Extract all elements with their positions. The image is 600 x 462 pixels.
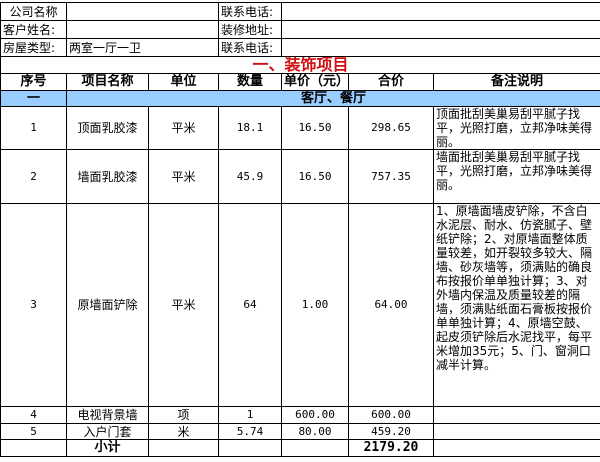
info-row-house: 房屋类型: 两室一厅一卫 联系电话:: [0, 38, 600, 57]
row-note: 1、原墙面墙皮铲除，不含白水泥层、耐水、仿瓷腻子、壁纸铲除；2、对原墙面整体质量…: [432, 203, 600, 407]
row-name: 入户门套: [66, 423, 149, 440]
header-qty: 数量: [218, 73, 282, 91]
row-qty: 1: [218, 406, 282, 424]
header-no: 序号: [0, 73, 67, 91]
row-unit: 平米: [148, 203, 219, 407]
table-row: 3 原墙面铲除 平米 64 1.00 64.00 1、原墙面墙皮铲除，不含白水泥层、耐水、仿…: [0, 203, 600, 407]
info-row-company: 公司名称 联系电话:: [0, 2, 600, 21]
section-title: 一、装饰项目: [0, 56, 600, 74]
row-qty: 18.1: [218, 106, 282, 150]
row-price: 16.50: [281, 106, 349, 150]
group-name: 客厅、餐厅: [65, 90, 600, 107]
row-note: [432, 406, 600, 424]
row-price: 600.00: [281, 406, 349, 424]
subtotal-row: 小计 2179.20: [0, 439, 600, 457]
header-price: 单价（元）: [281, 73, 349, 91]
customer-value[interactable]: [66, 20, 219, 39]
row-name: 原墙面铲除: [66, 203, 149, 407]
info-row-customer: 客户姓名: 装修地址:: [0, 20, 600, 39]
table-row: 2 墙面乳胶漆 平米 45.9 16.50 757.35 墙面批刮美巢易刮平腻子找平，光照打…: [0, 149, 600, 204]
row-unit: 项: [148, 406, 219, 424]
group-row: 一 客厅、餐厅: [0, 90, 600, 107]
group-no: 一: [0, 90, 67, 107]
row-price: 16.50: [281, 149, 349, 204]
row-no: 5: [0, 423, 67, 440]
row-price: 80.00: [281, 423, 349, 440]
row-no: 1: [0, 106, 67, 150]
row-total: 600.00: [348, 406, 434, 424]
company-value[interactable]: [66, 2, 219, 21]
phone2-label: 联系电话:: [218, 38, 282, 57]
row-unit: 平米: [148, 149, 219, 204]
row-qty: 5.74: [218, 423, 282, 440]
row-total: 64.00: [348, 203, 434, 407]
row-total: 298.65: [348, 106, 434, 150]
header-name: 项目名称: [66, 73, 149, 91]
subtotal-label: 小计: [66, 439, 149, 457]
customer-label: 客户姓名:: [0, 20, 67, 39]
row-price: 1.00: [281, 203, 349, 407]
row-total: 459.20: [348, 423, 434, 440]
table-row: 5 入户门套米 5.74 80.00 459.20: [0, 423, 600, 440]
row-no: 3: [0, 203, 67, 407]
house-label: 房屋类型:: [0, 38, 67, 57]
row-no: 2: [0, 149, 67, 204]
header-unit: 单位: [148, 73, 219, 91]
phone2-value[interactable]: [280, 38, 600, 57]
row-no: 4: [0, 406, 67, 424]
header-total: 合价: [348, 73, 434, 91]
phone1-value[interactable]: [280, 2, 600, 21]
subtotal-total: 2179.20: [348, 439, 434, 457]
address-label: 装修地址:: [218, 20, 282, 39]
row-note: 顶面批刮美巢易刮平腻子找平，光照打磨，立邦净味美得丽。: [432, 106, 600, 150]
row-unit: 平米: [148, 106, 219, 150]
row-unit: 米: [148, 423, 219, 440]
row-qty: 45.9: [218, 149, 282, 204]
header-row: 序号 项目名称 单位 数量 单价（元） 合价 备注说明: [0, 73, 600, 91]
table-row: 4 电视背景墙项 1 600.00 600.00: [0, 406, 600, 424]
header-note: 备注说明: [432, 73, 600, 91]
row-note: [432, 423, 600, 440]
row-total: 757.35: [348, 149, 434, 204]
address-value[interactable]: [280, 20, 600, 39]
row-name: 电视背景墙: [66, 406, 149, 424]
row-note: 墙面批刮美巢易刮平腻子找平，光照打磨，立邦净味美得丽。: [432, 149, 600, 204]
row-name: 墙面乳胶漆: [66, 149, 149, 204]
row-name: 顶面乳胶漆: [66, 106, 149, 150]
row-qty: 64: [218, 203, 282, 407]
phone1-label: 联系电话:: [218, 2, 282, 21]
company-label: 公司名称: [0, 2, 67, 21]
table-row: 1 顶面乳胶漆 平米 18.1 16.50 298.65 顶面批刮美巢易刮平腻子找平，光照打…: [0, 106, 600, 150]
house-value[interactable]: 两室一厅一卫: [66, 38, 219, 57]
